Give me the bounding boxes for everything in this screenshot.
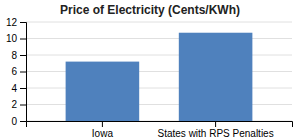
tick-mark	[20, 39, 26, 40]
tick-mark	[215, 121, 216, 127]
tick-label: 0	[11, 116, 17, 127]
tick: 6	[11, 66, 26, 77]
tick: States with RPS Penalties	[158, 121, 274, 139]
bar	[179, 33, 253, 121]
tick-mark	[20, 72, 26, 73]
chart: Price of Electricity (Cents/KWh) 0 2 4 6 8 10 1…	[0, 0, 300, 139]
tick-label: 8	[11, 50, 17, 61]
axis-line	[20, 23, 27, 122]
tick-label: 4	[11, 83, 17, 94]
tick: 10	[6, 33, 26, 44]
y-axis: 0 2 4 6 8 10 12	[6, 17, 27, 127]
tick-label: 6	[11, 66, 17, 77]
axis-line	[27, 122, 293, 128]
tick: 4	[11, 83, 26, 94]
tick: 8	[11, 50, 26, 61]
tick-mark	[20, 55, 26, 56]
tick-mark	[102, 121, 103, 127]
tick-label: Iowa	[92, 128, 114, 139]
tick-label: States with RPS Penalties	[158, 128, 274, 139]
tick-mark	[20, 105, 26, 106]
tick: 2	[11, 99, 26, 110]
tick-label: 2	[11, 99, 17, 110]
tick-label: 12	[6, 17, 18, 28]
tick: 12	[6, 17, 26, 28]
tick-label: 10	[6, 33, 18, 44]
tick-mark	[20, 88, 26, 89]
tick: 0	[11, 116, 26, 127]
bars	[66, 33, 253, 121]
x-axis: Iowa States with RPS Penalties	[27, 121, 293, 139]
tick-mark	[20, 22, 26, 23]
grid-line	[26, 22, 292, 23]
bar	[66, 62, 140, 121]
grid	[26, 22, 292, 121]
tick: Iowa	[92, 121, 114, 139]
title: Price of Electricity (Cents/KWh)	[60, 3, 240, 17]
tick-mark	[20, 121, 26, 122]
